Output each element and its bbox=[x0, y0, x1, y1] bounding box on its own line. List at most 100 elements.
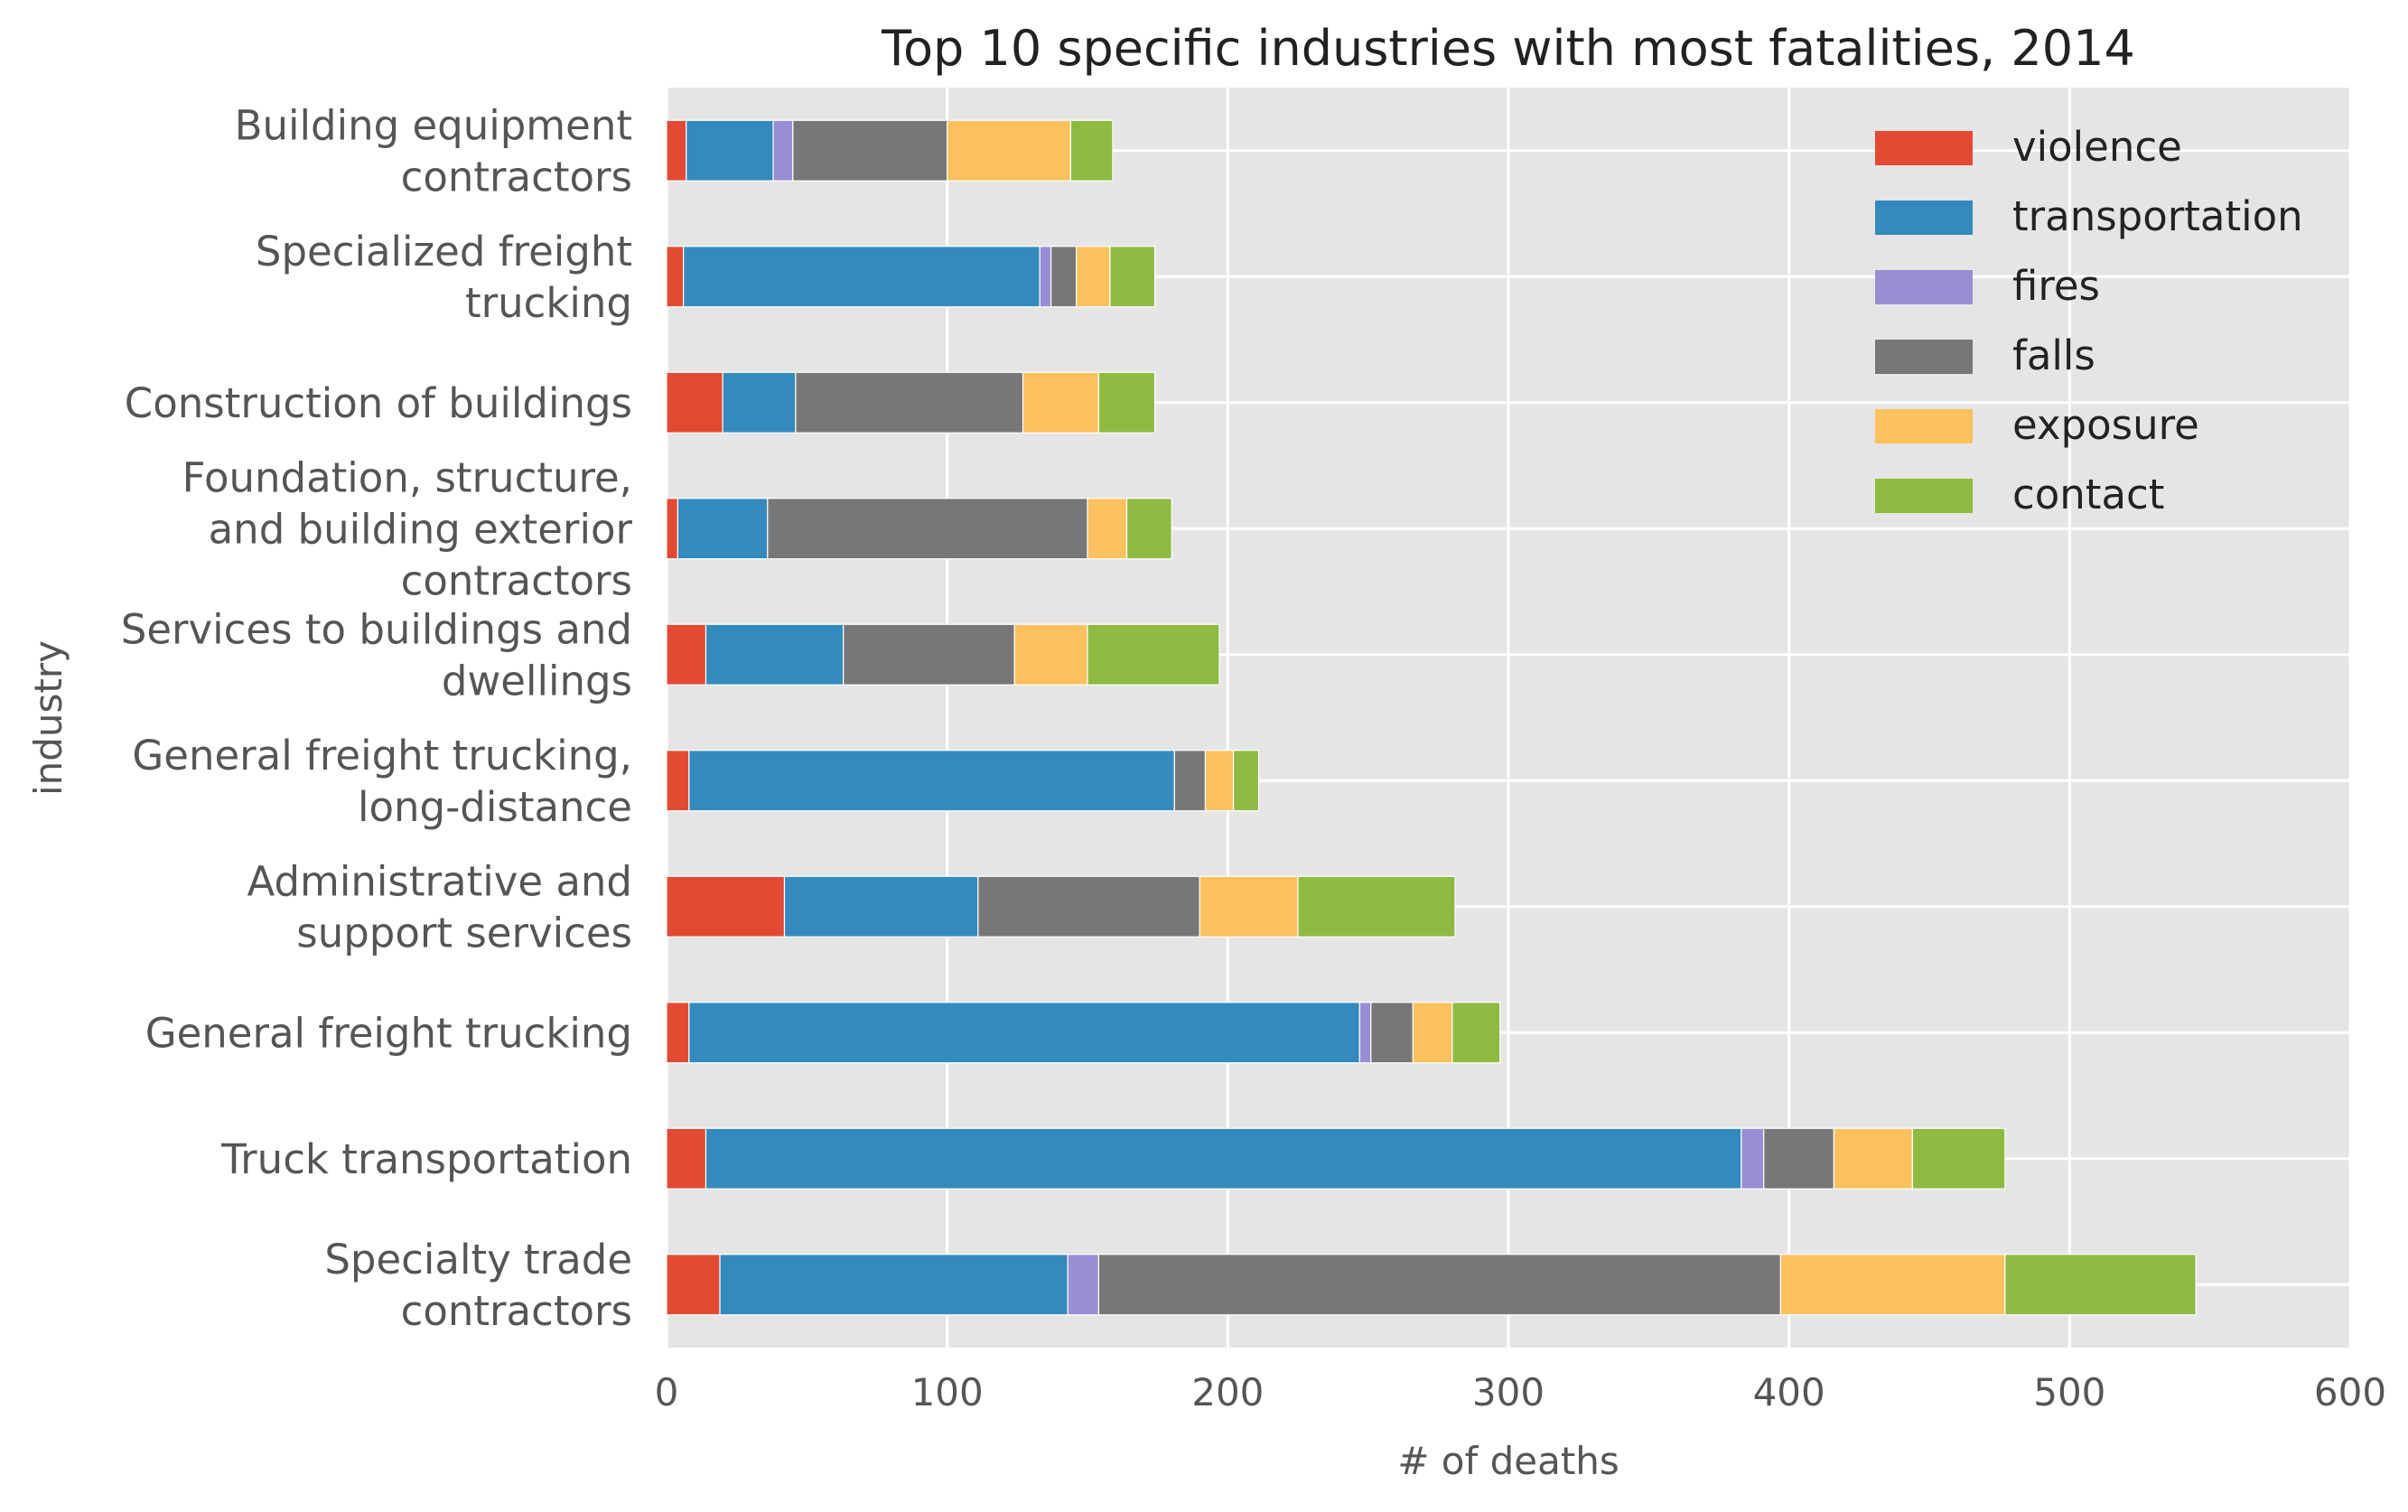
y-tick-label-line: Building equipment bbox=[235, 101, 632, 149]
bar-segment-exposure bbox=[1833, 1127, 1913, 1190]
bar-segment-violence bbox=[666, 875, 786, 938]
y-tick-label-line: trucking bbox=[465, 279, 632, 327]
bars bbox=[666, 119, 2197, 1316]
bar-segment-transportation bbox=[783, 875, 979, 938]
bar-segment-transportation bbox=[719, 1254, 1069, 1316]
x-tick-label: 100 bbox=[911, 1370, 984, 1414]
bar-segment-contact bbox=[1087, 623, 1220, 686]
y-tick-label: Specialized freight trucking bbox=[256, 228, 632, 327]
bar-segment-exposure bbox=[947, 119, 1071, 182]
bar-segment-contact bbox=[1297, 875, 1456, 938]
y-tick-label-line: support services bbox=[296, 909, 632, 957]
bar-segment-falls bbox=[1370, 1002, 1414, 1064]
bar-segment-falls bbox=[1097, 1254, 1781, 1316]
legend-swatch-violence bbox=[1875, 131, 1973, 165]
y-tick-label: Building equipment contractors bbox=[235, 101, 632, 201]
bar-segment-exposure bbox=[1204, 750, 1235, 812]
bar-segment-exposure bbox=[1199, 875, 1299, 938]
bar-segment-exposure bbox=[1075, 246, 1111, 308]
bar-segment-violence bbox=[666, 371, 723, 434]
y-tick-label: Services to buildings and dwellings bbox=[121, 605, 632, 705]
y-tick-label-line: Services to buildings and bbox=[121, 605, 632, 653]
y-tick-label: Truck transportation bbox=[220, 1135, 632, 1183]
bar-segment-falls bbox=[1050, 246, 1078, 308]
bar-segment-violence bbox=[666, 498, 679, 560]
y-tick-label-line: General freight trucking bbox=[145, 1009, 632, 1057]
y-tick-label-line: contractors bbox=[401, 1287, 632, 1335]
bar-segment-violence bbox=[666, 623, 707, 686]
bar-segment-contact bbox=[1097, 371, 1156, 434]
legend-label-exposure: exposure bbox=[2012, 401, 2199, 449]
y-tick-label-line: contractors bbox=[401, 556, 632, 604]
bar-segment-transportation bbox=[722, 371, 797, 434]
bar-segment-fires bbox=[1358, 1002, 1372, 1064]
y-tick-label-line: and building exterior bbox=[209, 505, 633, 553]
bar-segment-violence bbox=[666, 246, 685, 308]
bar-segment-contact bbox=[1232, 750, 1260, 812]
x-tick-label: 400 bbox=[1753, 1370, 1825, 1414]
y-axis-label: industry bbox=[26, 640, 70, 796]
bar-segment-transportation bbox=[705, 623, 845, 686]
bar-segment-transportation bbox=[683, 246, 1041, 308]
legend-swatch-contact bbox=[1875, 479, 1973, 513]
legend-label-fires: fires bbox=[2012, 262, 2100, 310]
legend-label-transportation: transportation bbox=[2012, 192, 2303, 240]
legend-label-falls: falls bbox=[2012, 331, 2095, 379]
bar-segment-violence bbox=[666, 1127, 707, 1190]
bar-segment-falls bbox=[792, 119, 948, 182]
legend-swatch-exposure bbox=[1875, 409, 1973, 443]
bar-segment-transportation bbox=[677, 498, 769, 560]
y-tick-label-line: Truck transportation bbox=[220, 1135, 632, 1183]
legend-label-violence: violence bbox=[2012, 123, 2182, 171]
bar-segment-falls bbox=[977, 875, 1200, 938]
bar-segment-falls bbox=[767, 498, 1088, 560]
bar-segment-violence bbox=[666, 119, 687, 182]
bar-segment-violence bbox=[666, 1002, 690, 1064]
x-axis-label: # of deaths bbox=[1397, 1439, 1619, 1483]
x-tick-label: 500 bbox=[2033, 1370, 2105, 1414]
y-tick-label-line: General freight trucking, bbox=[132, 732, 632, 779]
y-tick-label-line: dwellings bbox=[442, 657, 632, 705]
y-tick-label-line: Specialized freight bbox=[256, 228, 632, 275]
bar-segment-contact bbox=[1109, 246, 1156, 308]
bar-segment-exposure bbox=[1412, 1002, 1453, 1064]
bar-segment-transportation bbox=[688, 750, 1175, 812]
bar-segment-transportation bbox=[688, 1002, 1360, 1064]
bar-segment-falls bbox=[843, 623, 1015, 686]
x-tick-label: 0 bbox=[655, 1370, 679, 1414]
y-tick-label: Administrative and support services bbox=[247, 857, 632, 957]
y-tick-label-line: Specialty trade bbox=[324, 1236, 632, 1283]
x-tick-label: 600 bbox=[2314, 1370, 2386, 1414]
bar-segment-violence bbox=[666, 1254, 721, 1316]
y-tick-label: Specialty trade contractors bbox=[324, 1236, 632, 1335]
y-tick-label-line: contractors bbox=[401, 153, 632, 201]
y-tick-label: Construction of buildings bbox=[125, 379, 632, 427]
bar-segment-transportation bbox=[705, 1127, 1742, 1190]
chart-title: Top 10 specific industries with most fat… bbox=[881, 20, 2135, 77]
bar-segment-contact bbox=[1069, 119, 1114, 182]
bar-segment-transportation bbox=[686, 119, 774, 182]
legend: violence transportation fires falls exposure… bbox=[1875, 123, 2303, 518]
legend-swatch-falls bbox=[1875, 340, 1973, 374]
bar-segment-contact bbox=[1451, 1002, 1501, 1064]
y-tick-label: General freight trucking, long-distance bbox=[132, 732, 632, 831]
bar-segment-contact bbox=[1911, 1127, 2006, 1190]
bar-segment-exposure bbox=[1022, 371, 1100, 434]
bar-segment-contact bbox=[2004, 1254, 2197, 1316]
y-tick-label-line: Foundation, structure, bbox=[182, 453, 632, 501]
bar-segment-contact bbox=[1125, 498, 1172, 560]
x-tick-label: 200 bbox=[1191, 1370, 1264, 1414]
y-tick-label-line: long-distance bbox=[358, 783, 632, 831]
bar-segment-fires bbox=[1039, 246, 1052, 308]
y-tick-label: Foundation, structure, and building exter… bbox=[182, 453, 633, 604]
legend-swatch-fires bbox=[1875, 270, 1973, 304]
y-tick-label-line: Construction of buildings bbox=[125, 379, 632, 427]
bar-segment-exposure bbox=[1779, 1254, 2006, 1316]
bar-segment-fires bbox=[772, 119, 794, 182]
bar-segment-falls bbox=[1173, 750, 1207, 812]
legend-label-contact: contact bbox=[2012, 471, 2164, 518]
bar-segment-fires bbox=[1741, 1127, 1765, 1190]
legend-swatch-transportation bbox=[1875, 201, 1973, 235]
